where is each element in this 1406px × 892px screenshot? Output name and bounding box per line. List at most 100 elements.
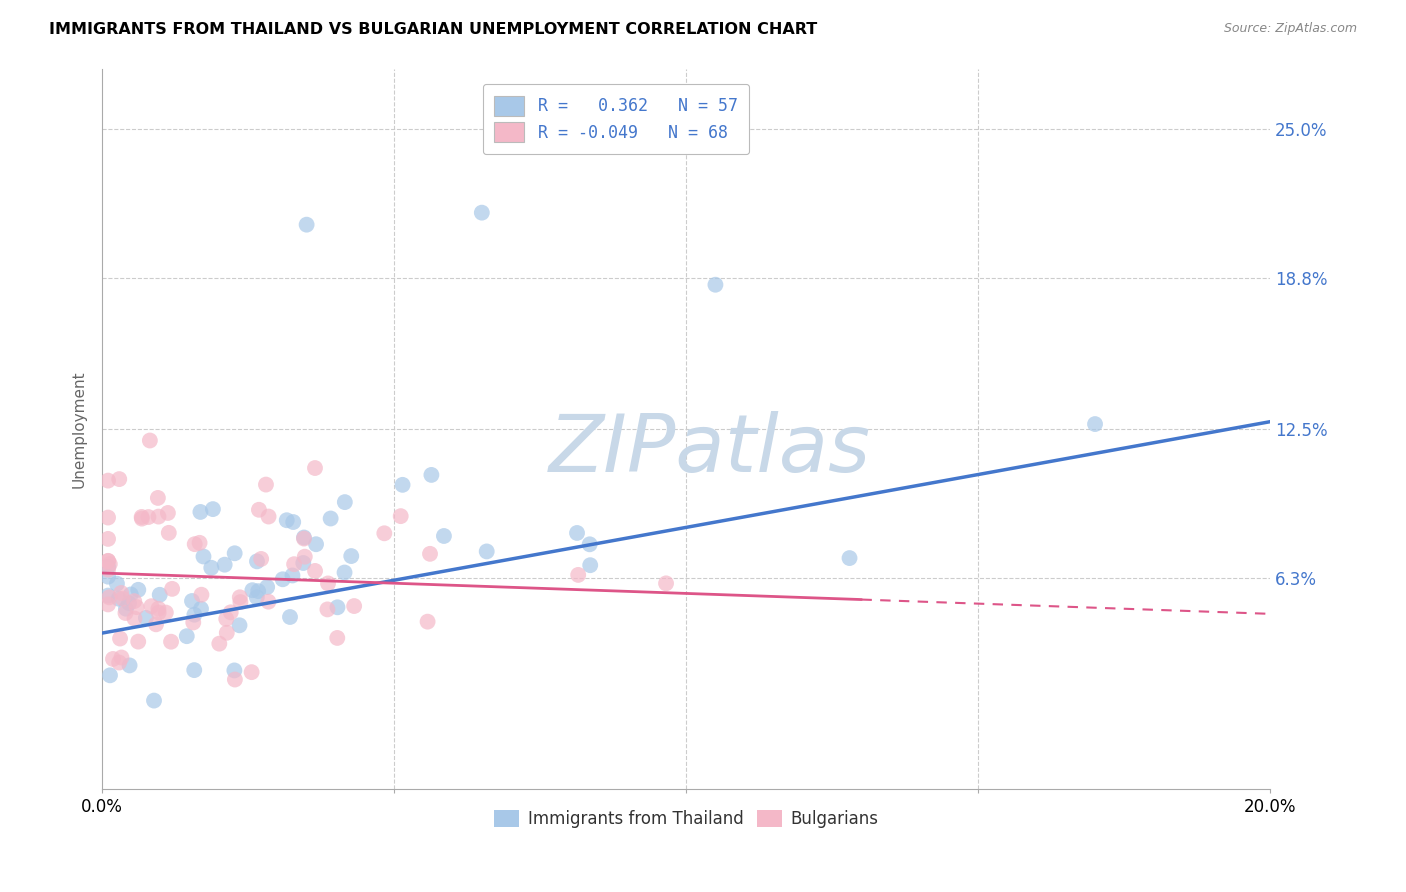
Point bbox=[148, 601, 170, 615]
Point bbox=[125, 600, 148, 615]
Point bbox=[326, 600, 349, 615]
Point bbox=[704, 277, 727, 292]
Text: IMMIGRANTS FROM THAILAND VS BULGARIAN UNEMPLOYMENT CORRELATION CHART: IMMIGRANTS FROM THAILAND VS BULGARIAN UN… bbox=[49, 22, 817, 37]
Point bbox=[295, 218, 318, 232]
Point bbox=[131, 511, 153, 525]
Point bbox=[190, 602, 212, 616]
Point bbox=[316, 576, 339, 591]
Point bbox=[160, 634, 183, 648]
Point bbox=[138, 510, 160, 524]
Point bbox=[131, 510, 153, 524]
Point bbox=[97, 510, 120, 524]
Point bbox=[340, 549, 363, 563]
Point bbox=[257, 509, 280, 524]
Point bbox=[567, 568, 589, 582]
Point bbox=[97, 559, 120, 574]
Point bbox=[124, 611, 146, 625]
Point bbox=[246, 591, 269, 605]
Point bbox=[283, 515, 305, 529]
Point bbox=[214, 558, 236, 572]
Point bbox=[247, 584, 270, 599]
Point bbox=[101, 652, 124, 666]
Point bbox=[149, 588, 172, 602]
Point bbox=[242, 583, 264, 598]
Point bbox=[319, 511, 342, 525]
Point bbox=[281, 568, 304, 582]
Point bbox=[229, 595, 252, 609]
Point bbox=[333, 495, 356, 509]
Point bbox=[105, 576, 128, 591]
Point bbox=[98, 591, 121, 605]
Point bbox=[115, 601, 138, 615]
Point bbox=[155, 606, 177, 620]
Point bbox=[254, 477, 277, 491]
Point bbox=[97, 554, 120, 568]
Point bbox=[160, 582, 183, 596]
Point bbox=[247, 502, 270, 516]
Point bbox=[257, 595, 280, 609]
Point bbox=[215, 612, 238, 626]
Point bbox=[304, 564, 326, 578]
Point bbox=[181, 594, 204, 608]
Point bbox=[127, 634, 149, 648]
Point bbox=[108, 632, 131, 646]
Point bbox=[240, 665, 263, 680]
Point bbox=[419, 547, 441, 561]
Point bbox=[475, 544, 498, 558]
Point bbox=[246, 554, 269, 568]
Point bbox=[97, 474, 120, 488]
Point bbox=[145, 617, 167, 632]
Point bbox=[98, 557, 121, 571]
Point bbox=[183, 607, 205, 622]
Point bbox=[373, 526, 395, 541]
Point bbox=[276, 513, 298, 527]
Point bbox=[208, 637, 231, 651]
Point bbox=[111, 591, 134, 606]
Point bbox=[224, 664, 246, 678]
Point bbox=[98, 668, 121, 682]
Point bbox=[565, 525, 588, 540]
Point bbox=[139, 434, 162, 448]
Point bbox=[271, 572, 294, 586]
Point bbox=[108, 472, 131, 486]
Point bbox=[391, 478, 413, 492]
Point bbox=[250, 552, 273, 566]
Point bbox=[326, 631, 349, 645]
Point bbox=[110, 650, 132, 665]
Point bbox=[118, 658, 141, 673]
Point bbox=[228, 618, 250, 632]
Point bbox=[97, 532, 120, 546]
Point bbox=[578, 537, 600, 551]
Point bbox=[579, 558, 602, 573]
Point bbox=[181, 615, 204, 630]
Point bbox=[1084, 417, 1107, 431]
Point bbox=[190, 588, 212, 602]
Point bbox=[148, 509, 170, 524]
Point bbox=[200, 561, 222, 575]
Point bbox=[120, 587, 142, 601]
Point bbox=[471, 205, 494, 219]
Point bbox=[157, 525, 180, 540]
Point bbox=[294, 549, 316, 564]
Point bbox=[190, 505, 212, 519]
Point bbox=[416, 615, 439, 629]
Point bbox=[420, 467, 443, 482]
Point bbox=[97, 569, 120, 583]
Point bbox=[97, 598, 120, 612]
Point bbox=[127, 582, 149, 597]
Point bbox=[292, 556, 315, 570]
Point bbox=[229, 591, 252, 605]
Point bbox=[389, 509, 412, 524]
Point bbox=[122, 594, 145, 608]
Point bbox=[118, 596, 141, 610]
Point bbox=[278, 610, 301, 624]
Point bbox=[292, 531, 315, 545]
Point bbox=[148, 606, 170, 620]
Point bbox=[110, 586, 132, 600]
Point bbox=[655, 576, 678, 591]
Point bbox=[215, 625, 238, 640]
Point bbox=[141, 599, 163, 614]
Point bbox=[183, 537, 205, 551]
Text: ZIPatlas: ZIPatlas bbox=[548, 411, 870, 490]
Point bbox=[316, 602, 339, 616]
